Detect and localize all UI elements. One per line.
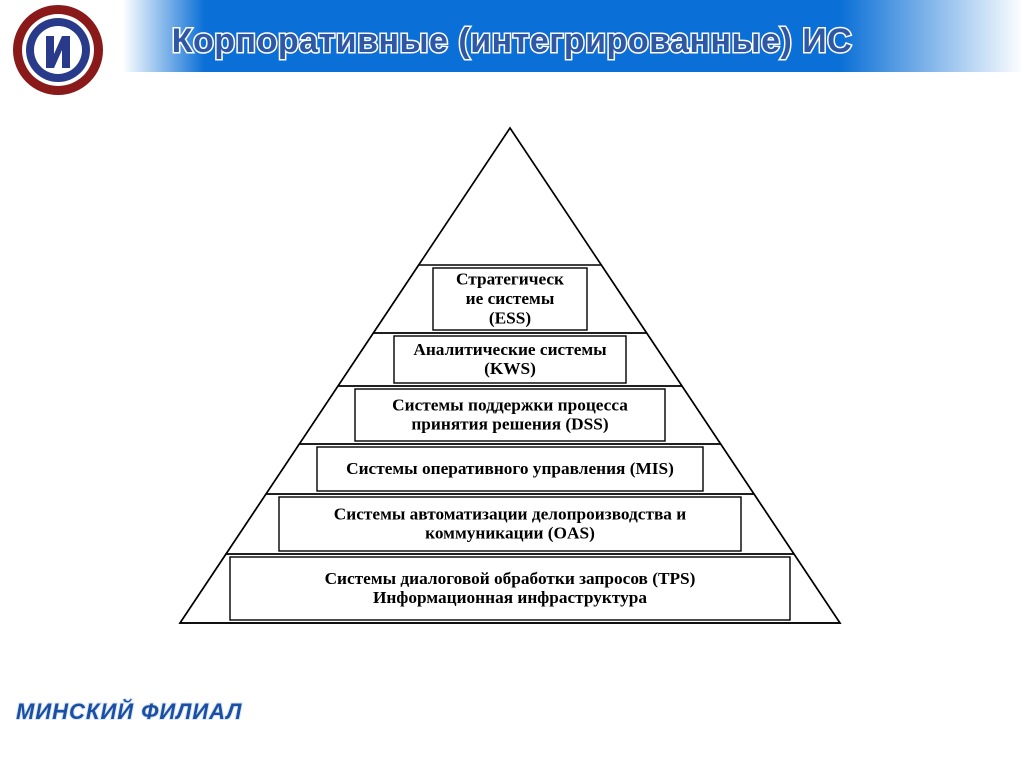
- pyramid-svg: Стратегические системы(ESS)Аналитические…: [160, 118, 860, 658]
- footer-branch-label: МИНСКИЙ ФИЛИАЛ: [16, 695, 316, 731]
- pyramid-diagram: Стратегические системы(ESS)Аналитические…: [160, 118, 860, 658]
- page-title: Корпоративные (интегрированные) ИС: [0, 14, 1024, 74]
- svg-text:МИНСКИЙ ФИЛИАЛ: МИНСКИЙ ФИЛИАЛ: [16, 698, 242, 724]
- pyramid-level-label: Системы поддержки процессапринятия решен…: [392, 395, 628, 433]
- pyramid-level-label: Системы диалоговой обработки запросов (T…: [325, 569, 696, 607]
- svg-text:Корпоративные (интегрированные: Корпоративные (интегрированные) ИС: [172, 22, 852, 60]
- pyramid-level-label: Системы оперативного управления (MIS): [346, 459, 674, 478]
